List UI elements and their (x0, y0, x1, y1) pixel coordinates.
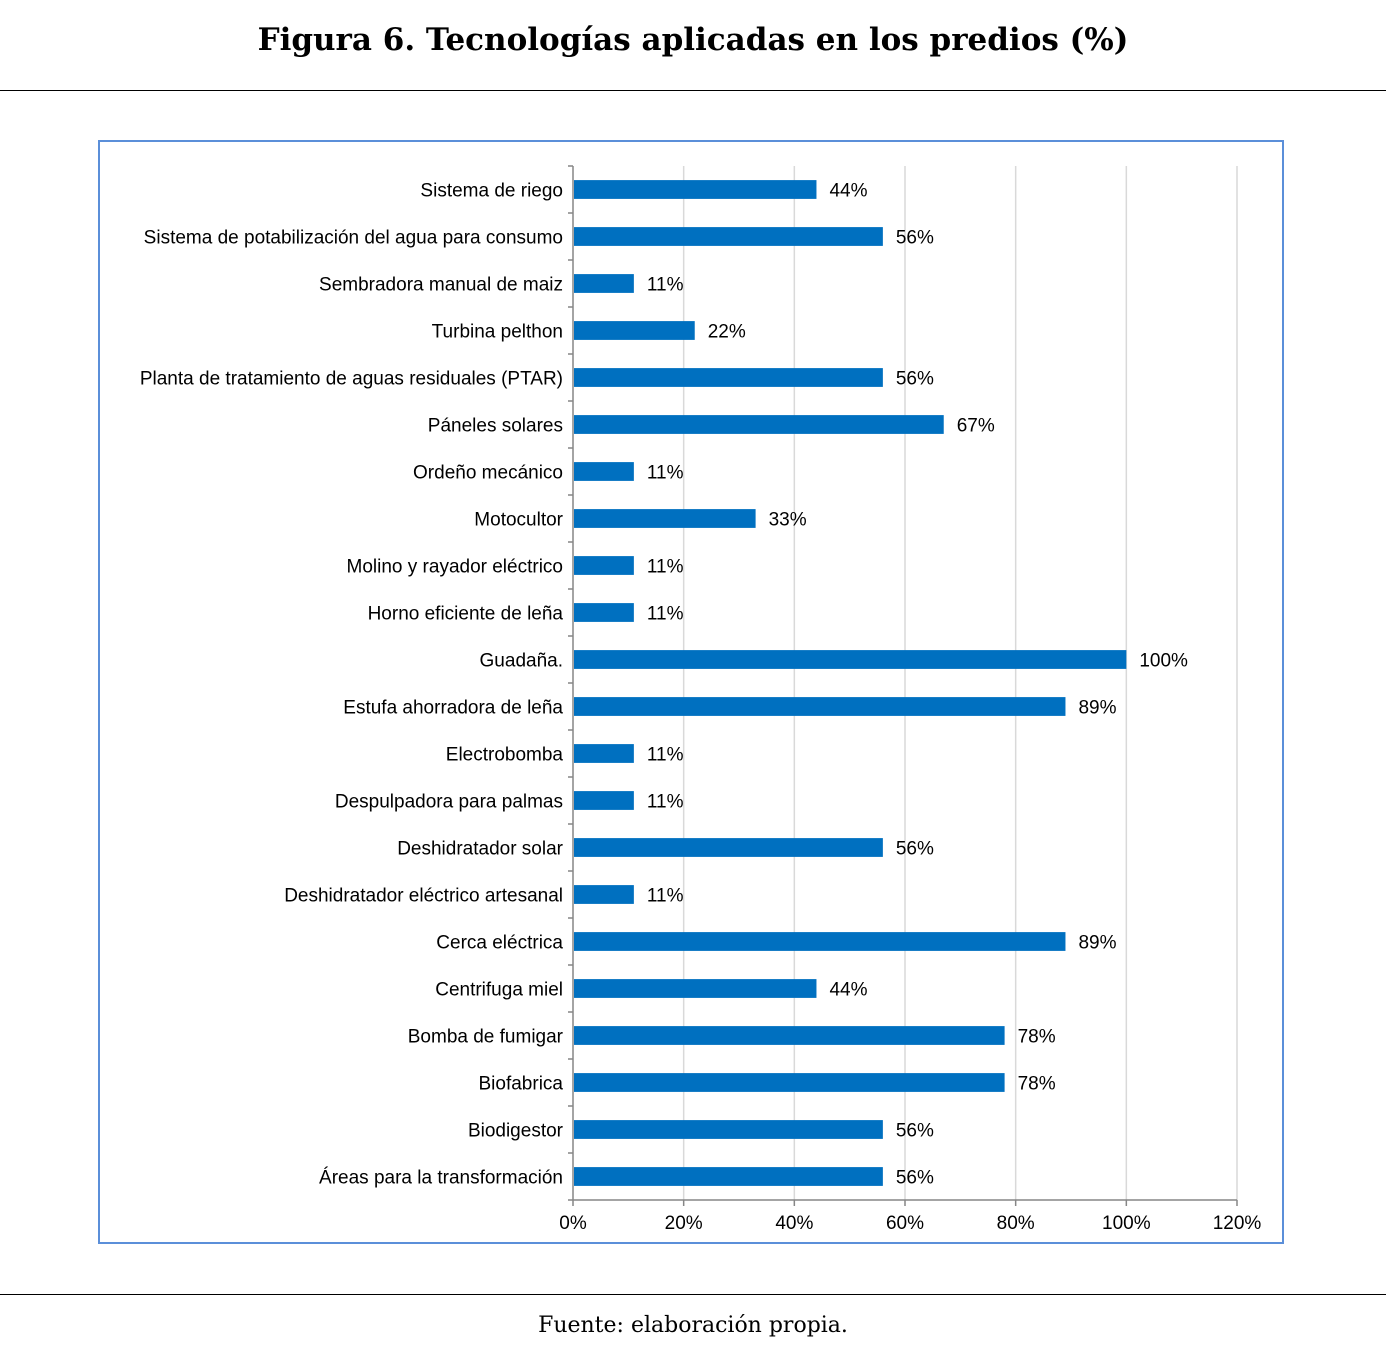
data-label: 11% (647, 604, 684, 625)
category-label: Molino y rayador eléctrico (347, 557, 563, 578)
data-label: 11% (647, 557, 684, 578)
data-label: 78% (1018, 1074, 1056, 1095)
bar (574, 885, 634, 904)
source-rule (0, 1294, 1386, 1295)
bar (574, 603, 634, 622)
category-label: Despulpadora para palmas (335, 792, 563, 813)
category-label: Motocultor (474, 510, 563, 531)
data-label: 56% (896, 228, 934, 249)
category-label: Electrobomba (446, 745, 564, 766)
data-label: 44% (829, 980, 867, 1001)
category-label: Guadaña. (480, 651, 563, 672)
category-label: Sembradora manual de maiz (319, 275, 563, 296)
category-label: Bomba de fumigar (408, 1027, 564, 1048)
data-label: 22% (708, 322, 746, 343)
x-tick-label: 80% (997, 1213, 1035, 1234)
bar (574, 368, 883, 387)
category-label: Deshidratador solar (397, 839, 563, 860)
bar (574, 274, 634, 293)
data-label: 100% (1139, 651, 1188, 672)
category-label: Turbina pelthon (432, 322, 563, 343)
bar (574, 1073, 1005, 1092)
data-label: 78% (1018, 1027, 1056, 1048)
data-label: 44% (829, 181, 867, 202)
bar (574, 556, 634, 575)
category-label: Páneles solares (428, 416, 563, 437)
data-label: 11% (647, 792, 684, 813)
category-label: Sistema de potabilización del agua para … (144, 228, 563, 249)
category-label: Sistema de riego (420, 181, 563, 202)
category-label: Estufa ahorradora de leña (343, 698, 563, 719)
x-tick-label: 60% (886, 1213, 924, 1234)
bar (574, 650, 1127, 669)
data-label: 56% (896, 1168, 934, 1189)
data-label: 11% (647, 886, 684, 907)
data-label: 89% (1078, 933, 1116, 954)
bar (574, 1120, 883, 1139)
x-tick-label: 100% (1102, 1213, 1151, 1234)
data-label: 56% (896, 1121, 934, 1142)
data-label: 11% (647, 745, 684, 766)
title-rule (0, 90, 1386, 91)
category-label: Deshidratador eléctrico artesanal (284, 886, 563, 907)
x-tick-label: 20% (665, 1213, 703, 1234)
bar (574, 744, 634, 763)
figure-source: Fuente: elaboración propia. (538, 1313, 848, 1338)
bar (574, 321, 695, 340)
bar (574, 415, 944, 434)
bar (574, 697, 1066, 716)
bar (574, 791, 634, 810)
x-tick-label: 120% (1213, 1213, 1262, 1234)
data-label: 56% (896, 839, 934, 860)
bar (574, 509, 756, 528)
data-label: 11% (647, 463, 684, 484)
bar (574, 1167, 883, 1186)
bar (574, 979, 817, 998)
category-label: Biodigestor (468, 1121, 564, 1142)
x-tick-label: 0% (559, 1213, 587, 1234)
bar (574, 932, 1066, 951)
bar (574, 838, 883, 857)
category-label: Biofabrica (479, 1074, 564, 1095)
data-label: 67% (957, 416, 995, 437)
x-tick-label: 40% (775, 1213, 813, 1234)
data-label: 11% (647, 275, 684, 296)
category-label: Centrifuga miel (435, 980, 563, 1001)
category-label: Ordeño mecánico (413, 463, 563, 484)
category-label: Áreas para la transformación (319, 1168, 563, 1189)
chart-frame: 0% 20% 40% 60% 80% 100% 120% Sistema de riego 44… (98, 140, 1284, 1244)
category-label: Cerca eléctrica (436, 933, 563, 954)
bar (574, 227, 883, 246)
category-label: Horno eficiente de leña (368, 604, 564, 625)
bar (574, 462, 634, 481)
bar (574, 1026, 1005, 1045)
bar-chart: 0% 20% 40% 60% 80% 100% 120% Sistema de riego 44… (140, 165, 1262, 1234)
figure-title: Figura 6. Tecnologías aplicadas en los p… (257, 22, 1129, 58)
data-label: 89% (1078, 698, 1116, 719)
data-label: 56% (896, 369, 934, 390)
category-label: Planta de tratamiento de aguas residuale… (140, 369, 563, 390)
data-label: 33% (769, 510, 807, 531)
bar (574, 180, 817, 199)
